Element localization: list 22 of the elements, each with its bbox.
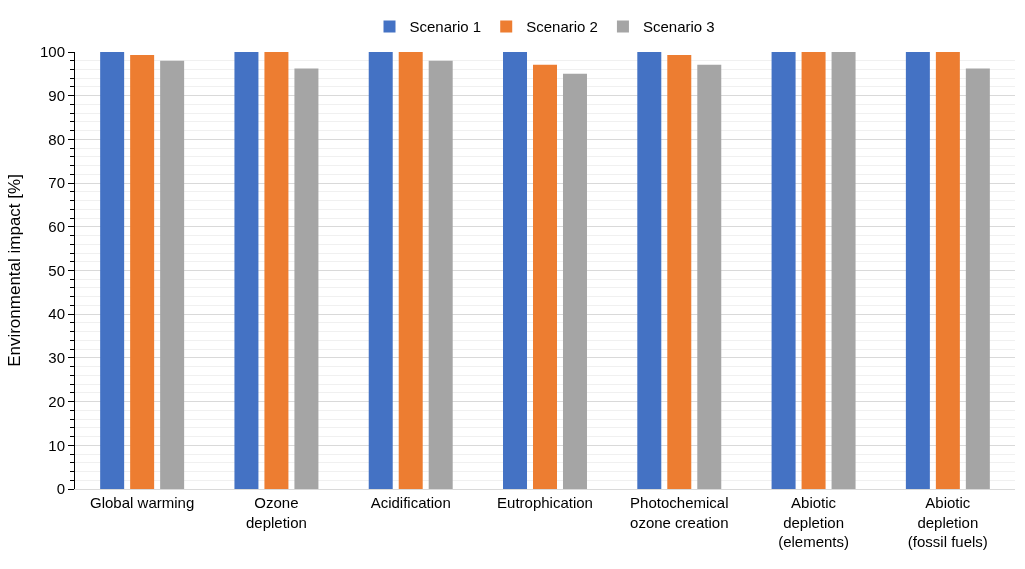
y-tick-label: 60: [48, 218, 65, 236]
x-tick-label: Global warming: [90, 494, 195, 511]
legend-label: Scenario 1: [409, 18, 482, 36]
y-tick-label: 0: [56, 480, 65, 498]
y-tick-label: 30: [48, 349, 65, 367]
x-tick-label: Ozone depletion: [245, 494, 307, 531]
y-tick-label: 40: [48, 305, 65, 323]
legend-label: Scenario 2: [526, 18, 598, 36]
y-axis-title: Environmental impact [%]: [4, 174, 24, 367]
y-tick-label: 10: [48, 436, 65, 454]
y-tick-label: 100: [39, 43, 65, 61]
y-tick-label: 70: [48, 174, 65, 192]
x-tick-label: Photochemical ozone creation: [630, 494, 729, 531]
y-tick-label: 20: [48, 392, 65, 410]
x-tick-label: Abiotic depletion (elements): [778, 494, 849, 550]
x-tick-label: Eutrophication: [497, 494, 593, 511]
y-tick-label: 90: [48, 86, 65, 104]
y-tick-label: 80: [48, 130, 65, 148]
legend-label: Scenario 3: [642, 18, 715, 36]
x-tick-label: Abiotic depletion (fossil fuels): [907, 494, 988, 550]
y-tick-label: 50: [48, 261, 65, 279]
x-tick-label: Acidification: [370, 494, 451, 511]
